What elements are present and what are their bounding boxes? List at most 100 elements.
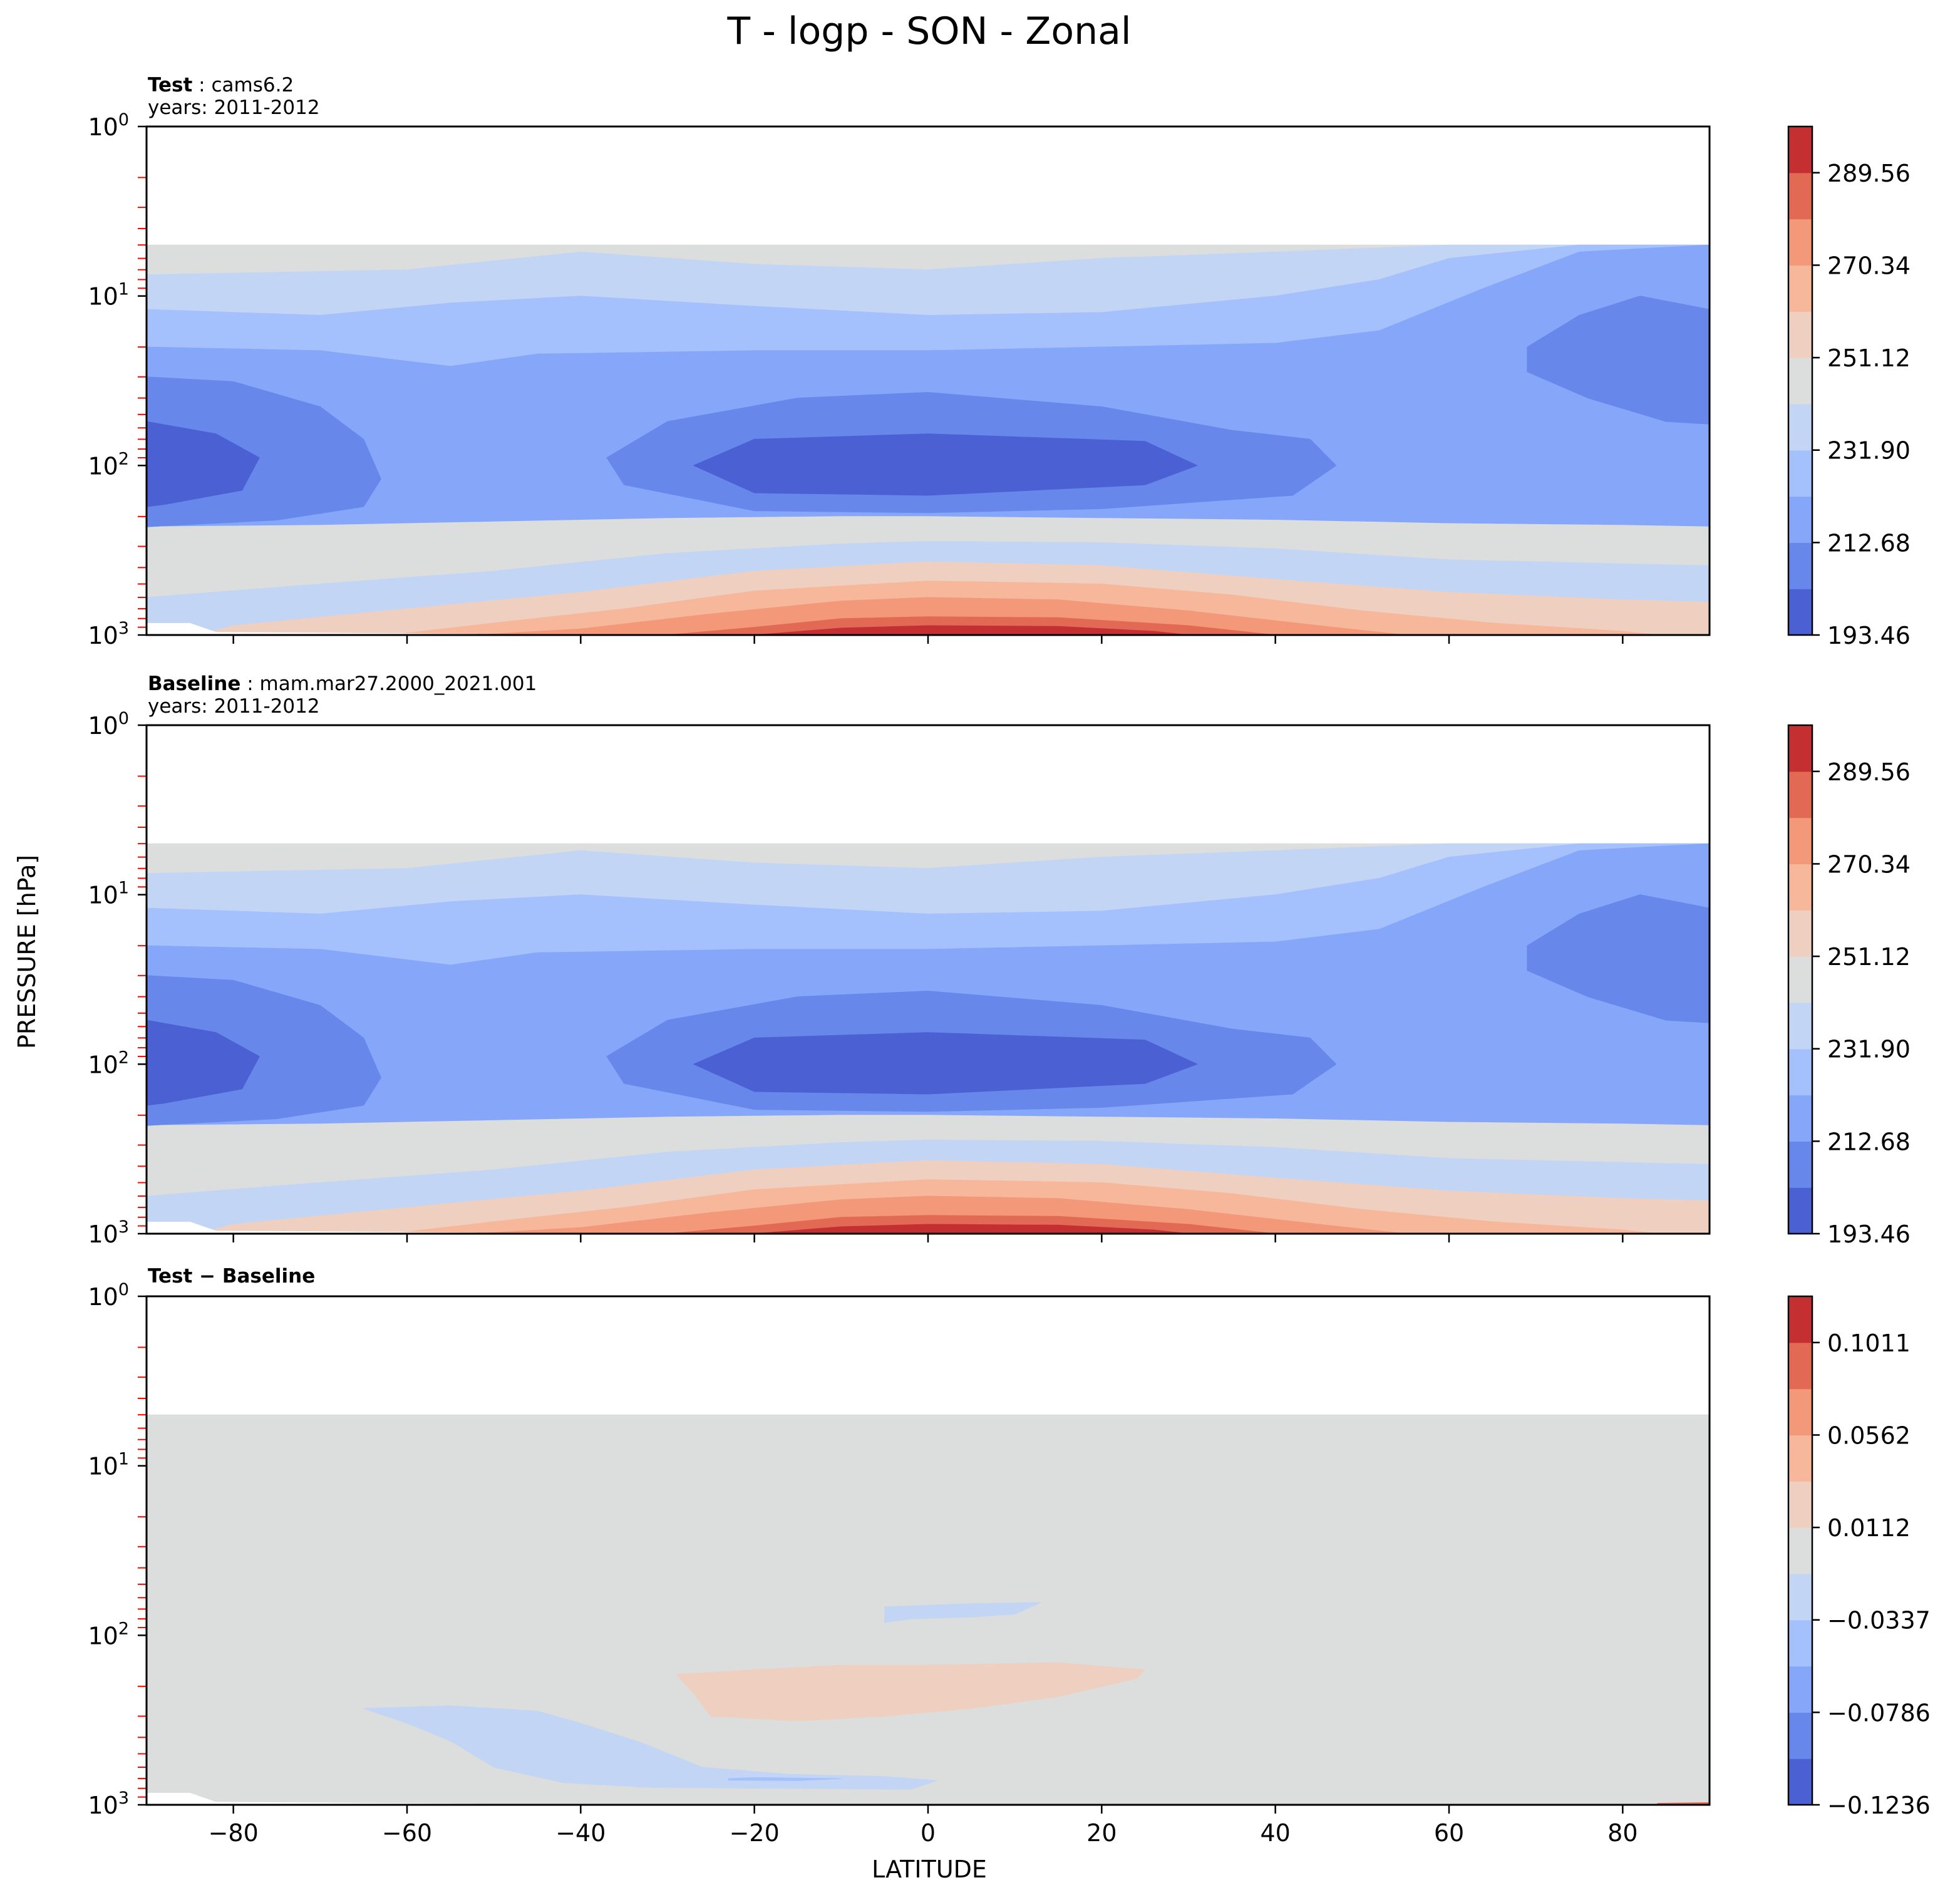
colorbar-swatch <box>1788 771 1812 818</box>
y-tick-label: 102 <box>88 449 129 480</box>
y-tick-exponent: 3 <box>118 1789 129 1808</box>
colorbar-tick-label: 0.0562 <box>1827 1422 1911 1449</box>
contour-region <box>363 1705 937 1790</box>
colorbar-swatch <box>1788 542 1812 589</box>
panel-label: Test : cams6.2 <box>148 74 294 96</box>
y-tick-label: 100 <box>88 709 129 740</box>
colorbar-tick-label: 0.1011 <box>1827 1329 1911 1357</box>
x-tick-label: −80 <box>209 1819 259 1847</box>
colorbar: −0.1236 −0.0786 −0.0337 0.0112 0.0562 0.1011 <box>1787 1295 1931 1819</box>
y-tick-exponent: 0 <box>118 709 129 728</box>
y-tick-label: 102 <box>88 1619 129 1650</box>
contour-field <box>147 1414 1710 1805</box>
colorbar-tick-label: −0.1236 <box>1827 1792 1931 1819</box>
colorbar-swatch <box>1788 1527 1812 1574</box>
colorbar-swatch <box>1788 1758 1812 1805</box>
colorbar-swatch <box>1788 864 1812 911</box>
y-tick-exponent: 1 <box>118 1450 129 1469</box>
y-axis-label: PRESSURE [hPa] <box>13 855 41 1049</box>
colorbar-swatch <box>1788 1095 1812 1142</box>
x-tick-label: 60 <box>1434 1819 1464 1847</box>
contour-region <box>754 1224 1189 1234</box>
colorbar-swatch <box>1788 1573 1812 1621</box>
x-tick-label: 20 <box>1086 1819 1117 1847</box>
colorbar-tick-label: −0.0337 <box>1827 1607 1931 1634</box>
colorbar: 193.46 212.68 231.90 251.12 270.34 289.56 <box>1787 724 1911 1248</box>
panel-label: Baseline : mam.mar27.2000_2021.001 <box>148 673 537 695</box>
colorbar-tick-label: 0.0112 <box>1827 1514 1911 1542</box>
colorbar-swatch <box>1788 496 1812 543</box>
colorbar-swatch <box>1788 1619 1812 1667</box>
colorbar-swatch <box>1788 172 1812 220</box>
surface-mask <box>147 1221 477 1234</box>
x-tick-label: −60 <box>382 1819 432 1847</box>
x-tick-label: 40 <box>1260 1819 1290 1847</box>
y-tick-exponent: 2 <box>118 1048 129 1067</box>
x-tick-label: −20 <box>730 1819 780 1847</box>
colorbar-swatch <box>1788 1048 1812 1096</box>
colorbar-swatch <box>1788 450 1812 497</box>
colorbar-tick-label: 251.12 <box>1827 344 1911 372</box>
y-tick-label: 103 <box>88 619 129 649</box>
colorbar-swatch <box>1788 1712 1812 1759</box>
colorbar-swatch <box>1788 589 1812 636</box>
contour-region <box>147 1020 260 1106</box>
panel-label-case: : mam.mar27.2000_2021.001 <box>240 673 537 695</box>
colorbar-tick-label: −0.0786 <box>1827 1699 1931 1727</box>
colorbar-swatch <box>1788 1141 1812 1188</box>
colorbar-tick-label: 289.56 <box>1827 160 1911 187</box>
surface-mask <box>147 1792 477 1805</box>
panel-years: years: 2011-2012 <box>148 96 320 119</box>
panel-label: Test − Baseline <box>148 1265 315 1288</box>
y-tick-label: 101 <box>88 879 129 909</box>
contour-region <box>1527 296 1710 425</box>
colorbar-tick-label: 231.90 <box>1827 1036 1911 1063</box>
colorbar-tick-label: 231.90 <box>1827 437 1911 465</box>
x-tick-label: 0 <box>921 1819 936 1847</box>
y-tick-label: 102 <box>88 1048 129 1078</box>
colorbar-frame <box>1787 1295 1813 1806</box>
y-tick-exponent: 0 <box>118 110 129 130</box>
contour-region <box>728 1777 842 1781</box>
y-tick-exponent: 2 <box>118 1619 129 1638</box>
x-axis-label: LATITUDE <box>872 1856 987 1883</box>
y-tick-label: 101 <box>88 1450 129 1480</box>
y-tick-exponent: 0 <box>118 1280 129 1299</box>
y-tick-label: 103 <box>88 1789 129 1819</box>
colorbar-swatch <box>1788 1435 1812 1482</box>
panel-label-case: : cams6.2 <box>192 74 294 96</box>
colorbar-swatch <box>1788 403 1812 451</box>
colorbar-tick-label: 212.68 <box>1827 1128 1911 1155</box>
colorbar-swatch <box>1788 126 1812 173</box>
colorbar-swatch <box>1788 956 1812 1003</box>
contour-region <box>754 625 1189 635</box>
colorbar-swatch <box>1788 219 1812 266</box>
colorbar-swatch <box>1788 1666 1812 1713</box>
colorbar-tick-label: 212.68 <box>1827 529 1911 557</box>
contour-region <box>693 433 1199 496</box>
colorbar-swatch <box>1788 358 1812 405</box>
colorbar-swatch <box>1788 1002 1812 1050</box>
panel-label-bold: Test <box>148 74 193 96</box>
contour-region <box>1527 894 1710 1023</box>
colorbar-swatch <box>1788 725 1812 772</box>
colorbar-swatch <box>1788 1388 1812 1436</box>
x-tick-label: −40 <box>555 1819 606 1847</box>
colorbar-swatch <box>1788 1481 1812 1528</box>
contour-field <box>147 244 1710 635</box>
y-tick-label: 101 <box>88 280 129 311</box>
colorbar-tick-label: 289.56 <box>1827 758 1911 786</box>
colorbar-tick-label: 193.46 <box>1827 1221 1911 1248</box>
colorbar-frame <box>1787 724 1813 1235</box>
colorbar-tick-label: 193.46 <box>1827 622 1911 649</box>
contour-region <box>693 1032 1199 1095</box>
colorbar-swatch <box>1788 1342 1812 1390</box>
y-tick-exponent: 2 <box>118 449 129 468</box>
colorbar-swatch <box>1788 1187 1812 1234</box>
colorbar-tick-label: 251.12 <box>1827 943 1911 971</box>
contour-region <box>675 1662 1146 1722</box>
surface-mask <box>147 622 477 635</box>
